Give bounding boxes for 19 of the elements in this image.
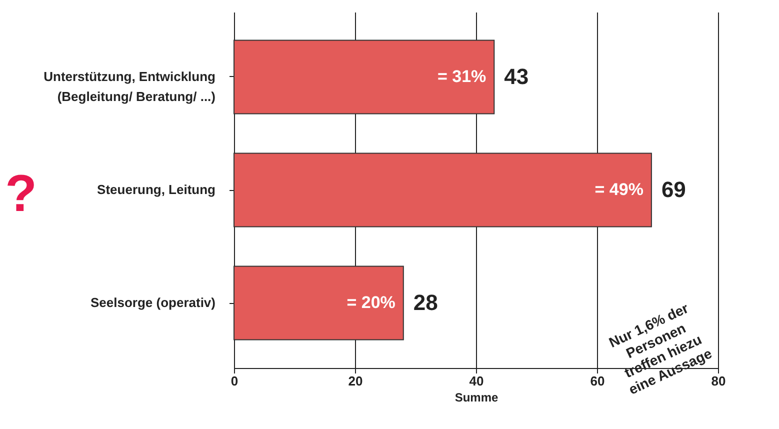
x-tick-label: 60: [590, 374, 605, 388]
x-tick-label: 0: [230, 374, 238, 388]
x-tick-label: 20: [348, 374, 363, 388]
x-tick-label: 80: [711, 374, 726, 388]
data-label: 69: [661, 177, 686, 202]
y-tick-label: Seelsorge (operativ): [90, 295, 216, 310]
x-axis-title: Summe: [454, 390, 498, 404]
data-label: 28: [413, 290, 438, 316]
y-tick-label: Steuerung, Leitung: [97, 182, 216, 197]
x-tick-label: 40: [469, 374, 484, 388]
bar: [234, 266, 404, 340]
annotation: = 20%: [346, 293, 396, 312]
bar: [234, 152, 652, 228]
bar: [234, 40, 495, 114]
data-label: 43: [504, 64, 529, 89]
y-tick-label: Unterstützung, Entwicklung (Begleitung/ Beratung/ ...): [44, 68, 216, 104]
annotation: = 49%: [594, 180, 644, 199]
text: ?: [5, 165, 37, 223]
annotation: = 31%: [437, 66, 486, 86]
